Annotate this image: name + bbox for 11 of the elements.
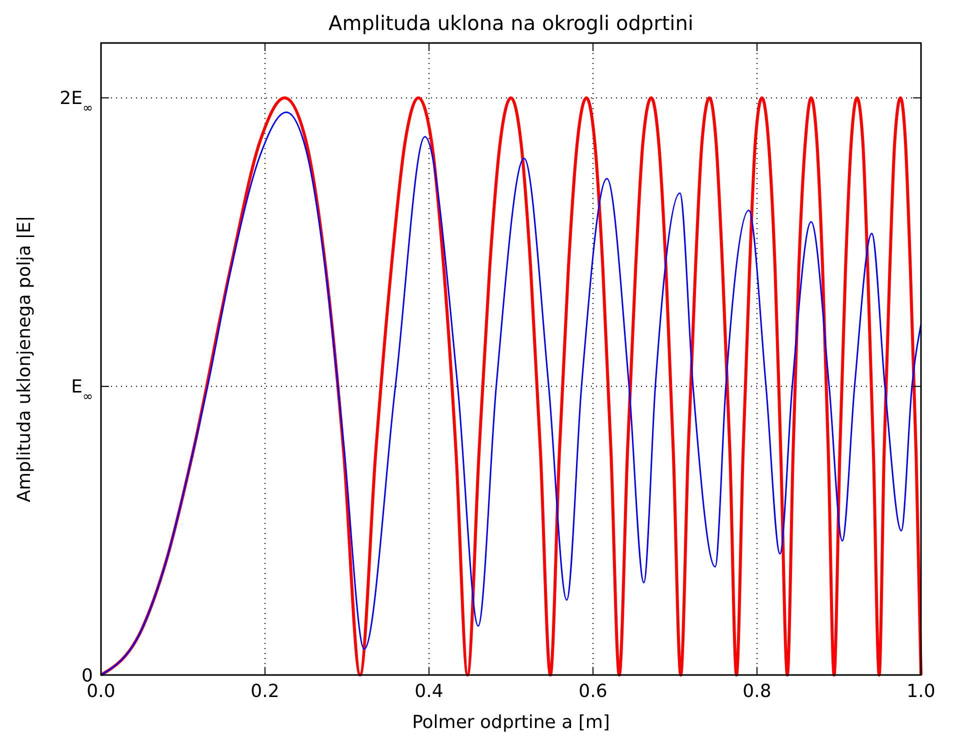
x-tick-label: 0.4 [414,681,444,702]
chart-title: Amplituda uklona na okrogli odprtini [328,11,694,35]
y-tick-label: 2E$_{∞}$ [60,88,93,115]
x-tick-label: 1.0 [906,681,936,702]
y-axis-title: Amplituda uklonjenega polja |E| [14,216,35,502]
x-tick-label: 0.6 [578,681,608,702]
y-tick-label: E$_{∞}$ [71,376,93,404]
x-tick-label: 0.2 [250,681,280,702]
x-tick-label: 0.8 [742,681,772,702]
x-tick-label: 0.0 [86,681,116,702]
x-axis-title: Polmer odprtine a [m] [412,712,610,733]
